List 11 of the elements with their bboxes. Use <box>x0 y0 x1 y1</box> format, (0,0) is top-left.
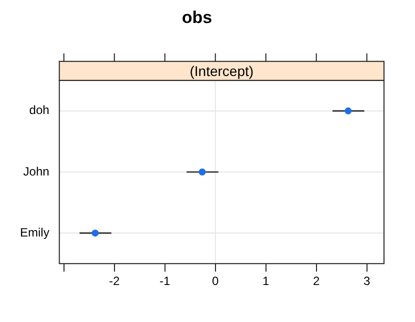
x-tick-label: 3 <box>363 274 370 288</box>
y-tick-label: doh <box>29 103 50 118</box>
x-tick-label: -2 <box>109 274 120 288</box>
x-tick-label: 0 <box>212 274 220 288</box>
chart-title: obs <box>182 8 212 27</box>
chart-subtitle: (Intercept) <box>190 62 254 79</box>
x-tick-label: 2 <box>312 274 320 288</box>
y-tick-label: John <box>23 164 50 178</box>
y-tick-label: Emily <box>20 225 50 240</box>
x-tick-label: -1 <box>160 274 171 288</box>
x-tick-label: 1 <box>262 274 270 288</box>
